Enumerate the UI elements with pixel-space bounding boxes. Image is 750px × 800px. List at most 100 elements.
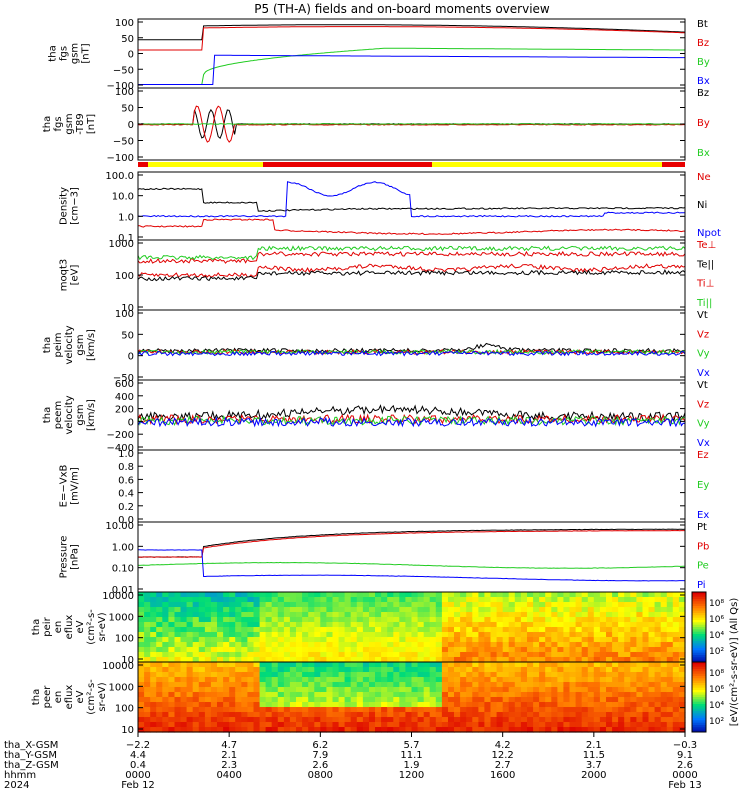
heatmap-cell: [575, 627, 583, 633]
heatmap-cell: [569, 592, 577, 598]
heatmap-cell: [399, 607, 406, 613]
heatmap-cell: [520, 617, 528, 623]
heatmap-cell: [332, 612, 340, 618]
heatmap-cell: [375, 717, 382, 723]
heatmap-cell: [508, 607, 516, 613]
heatmap-cell: [514, 692, 522, 698]
heatmap-cell: [496, 592, 504, 598]
heatmap-cell: [180, 642, 188, 648]
heatmap-cell: [259, 632, 267, 638]
heatmap-cell: [204, 702, 212, 708]
heatmap-cell: [356, 697, 364, 703]
heatmap-cell: [539, 647, 546, 653]
heatmap-cell: [533, 682, 540, 688]
heatmap-cell: [618, 712, 625, 718]
heatmap-cell: [235, 622, 242, 628]
heatmap-cell: [344, 622, 352, 628]
heatmap-cell: [369, 642, 376, 648]
heatmap-cell: [375, 682, 382, 688]
heatmap-cell: [271, 692, 279, 698]
y-tick-label: 100: [115, 271, 134, 282]
heatmap-cell: [411, 687, 419, 693]
heatmap-cell: [423, 662, 431, 668]
heatmap-cell: [441, 702, 449, 708]
heatmap-cell: [253, 672, 261, 678]
heatmap-cell: [381, 657, 388, 663]
x-row-value: 1600: [490, 770, 515, 781]
heatmap-cell: [551, 702, 558, 708]
heatmap-cell: [569, 682, 577, 688]
heatmap-cell: [539, 722, 546, 728]
heatmap-cell: [539, 607, 546, 613]
heatmap-cell: [369, 637, 376, 643]
heatmap-cell: [678, 717, 686, 723]
heatmap-cell: [198, 597, 206, 603]
heatmap-cell: [575, 702, 583, 708]
heatmap-cell: [277, 647, 285, 653]
heatmap-cell: [405, 727, 413, 733]
heatmap-cell: [338, 722, 346, 728]
heatmap-cell: [198, 682, 206, 688]
heatmap-cell: [417, 622, 425, 628]
y-tick-label: 10.00: [105, 521, 134, 532]
heatmap-cell: [593, 662, 601, 668]
heatmap-cell: [466, 667, 473, 673]
heatmap-cell: [283, 652, 291, 658]
heatmap-cell: [502, 677, 510, 683]
series-pressure-1: [137, 529, 685, 558]
heatmap-cell: [289, 617, 297, 623]
heatmap-cell: [387, 687, 394, 693]
heatmap-cell: [478, 717, 486, 723]
heatmap-cell: [490, 637, 498, 643]
heatmap-cell: [520, 597, 528, 603]
heatmap-cell: [441, 667, 449, 673]
heatmap-cell: [563, 702, 571, 708]
heatmap-cell: [265, 727, 273, 733]
heatmap-cell: [660, 667, 668, 673]
heatmap-cell: [636, 687, 644, 693]
heatmap-cell: [241, 597, 248, 603]
heatmap-cell: [539, 662, 546, 668]
heatmap-cell: [490, 697, 498, 703]
heatmap-cell: [496, 607, 504, 613]
heatmap-cell: [563, 712, 571, 718]
heatmap-cell: [630, 662, 637, 668]
heatmap-cell: [186, 602, 194, 608]
heatmap-cell: [283, 722, 291, 728]
heatmap-cell: [478, 592, 486, 598]
heatmap-cell: [648, 702, 656, 708]
heatmap-cell: [624, 712, 631, 718]
heatmap-cell: [156, 647, 163, 653]
heatmap-cell: [587, 702, 595, 708]
heatmap-cell: [138, 612, 145, 618]
heatmap-cell: [405, 622, 413, 628]
heatmap-cell: [587, 612, 595, 618]
colorbar-swatch: [692, 615, 706, 619]
heatmap-cell: [265, 617, 273, 623]
heatmap-cell: [648, 662, 656, 668]
heatmap-cell: [217, 632, 224, 638]
heatmap-cell: [405, 652, 413, 658]
heatmap-cell: [162, 682, 169, 688]
heatmap-cell: [581, 702, 589, 708]
heatmap-cell: [144, 647, 151, 653]
y-label-line: sr-eV): [97, 682, 108, 711]
heatmap-cell: [624, 657, 631, 663]
heatmap-cell: [320, 672, 327, 678]
heatmap-cell: [144, 662, 151, 668]
heatmap-cell: [369, 622, 376, 628]
heatmap-cell: [533, 712, 540, 718]
heatmap-cell: [296, 702, 303, 708]
heatmap-cell: [429, 687, 437, 693]
colorbar-swatch: [692, 683, 706, 686]
y-tick-label: 0.0: [118, 515, 134, 526]
heatmap-cell: [484, 662, 492, 668]
heatmap-cell: [180, 652, 188, 658]
heatmap-cell: [502, 647, 510, 653]
heatmap-cell: [302, 727, 309, 733]
heatmap-cell: [247, 652, 255, 658]
heatmap-cell: [247, 637, 255, 643]
heatmap-cell: [253, 717, 261, 723]
heatmap-cell: [666, 617, 674, 623]
heatmap-cell: [150, 607, 157, 613]
